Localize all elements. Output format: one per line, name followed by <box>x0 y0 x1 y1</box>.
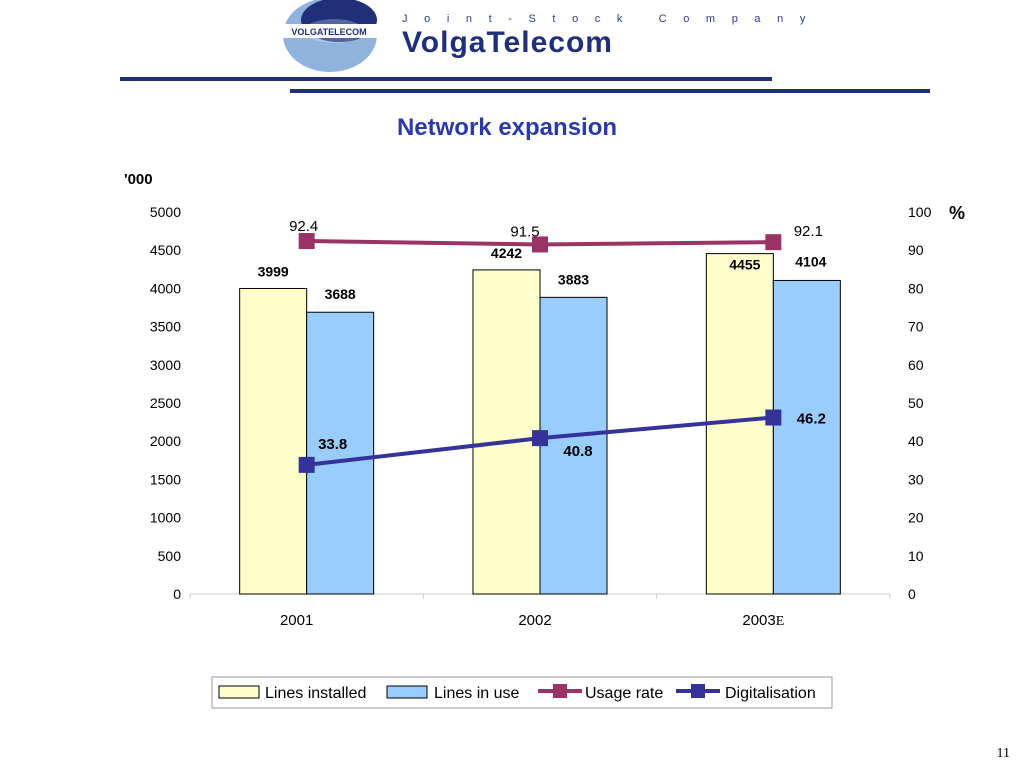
y-tick-label: 500 <box>158 548 182 564</box>
y-tick-label: 1500 <box>150 471 181 487</box>
legend-swatch-lines-in-use <box>386 685 428 699</box>
header-rule-bottom <box>290 89 930 93</box>
right-axis-unit: % <box>949 203 965 223</box>
left-axis-unit: '000 <box>124 171 153 188</box>
line-data-label: 92.4 <box>289 218 318 235</box>
legend-swatch-lines-installed <box>218 685 260 699</box>
legend-label-usage-rate: Usage rate <box>585 685 663 702</box>
y-tick-label: 4000 <box>150 280 181 296</box>
point-usage-rate <box>298 233 315 250</box>
x-tick-label: 2002 <box>518 612 551 629</box>
y2-tick-label: 30 <box>908 471 924 487</box>
bar-data-label: 3688 <box>325 286 356 302</box>
y-tick-label: 5000 <box>150 204 181 220</box>
bar-lines-in-use <box>772 279 841 595</box>
y2-tick-label: 50 <box>908 395 924 411</box>
bar-data-label: 3999 <box>258 263 289 279</box>
bar-lines-installed <box>239 287 308 595</box>
legend-label-digitalisation: Digitalisation <box>725 685 816 702</box>
y-tick-label: 1000 <box>150 510 181 526</box>
legend-marker-usage-rate <box>553 684 567 698</box>
line-data-label: 40.8 <box>563 443 592 460</box>
bar-data-label: 3883 <box>558 271 589 287</box>
bar-data-label: 4242 <box>491 245 522 261</box>
y2-tick-label: 90 <box>908 242 924 258</box>
y-tick-label: 4500 <box>150 242 181 258</box>
bar-lines-in-use <box>306 311 375 595</box>
bar-lines-installed <box>472 269 541 595</box>
slide-header: VOLGATELECOM Joint-Stock Company VolgaTe… <box>0 0 1024 100</box>
point-digitalisation <box>532 430 548 447</box>
x-tick-label: 2001 <box>280 612 313 629</box>
line-data-label: 92.1 <box>794 223 823 240</box>
legend-label-lines-in-use: Lines in use <box>434 685 519 702</box>
y-tick-label: 3500 <box>150 319 181 335</box>
bar-data-label: 4455 <box>729 257 760 273</box>
slide-number: 11 <box>996 746 1010 761</box>
y-tick-label: 2000 <box>150 433 181 449</box>
point-digitalisation <box>765 409 782 426</box>
legend-box <box>211 676 833 709</box>
y2-tick-label: 80 <box>908 280 924 296</box>
y2-tick-label: 60 <box>908 357 924 373</box>
company-subtitle: Joint-Stock Company <box>402 13 822 25</box>
header-rule-top <box>120 77 772 81</box>
slide-title: Network expansion <box>396 114 618 141</box>
bar-lines-in-use <box>539 296 608 595</box>
line-data-label: 46.2 <box>797 411 826 428</box>
y2-tick-label: 100 <box>908 204 932 220</box>
y2-tick-label: 40 <box>908 433 924 449</box>
y2-tick-label: 0 <box>908 586 916 602</box>
y2-tick-label: 70 <box>908 319 924 335</box>
legend-label-lines-installed: Lines installed <box>265 685 366 702</box>
point-digitalisation <box>298 456 315 473</box>
volgatelecom-logo: VOLGATELECOM <box>279 0 379 72</box>
y2-tick-label: 10 <box>908 548 924 564</box>
x-tick-suffix: E <box>776 614 785 629</box>
y-tick-label: 3000 <box>150 357 181 373</box>
logo-text: VOLGATELECOM <box>291 27 366 37</box>
y-tick-label: 0 <box>173 586 181 602</box>
brand-name: VolgaTelecom <box>402 26 613 59</box>
y-tick-label: 2500 <box>150 395 181 411</box>
y2-tick-label: 20 <box>908 510 924 526</box>
line-data-label: 91.5 <box>510 223 539 240</box>
point-usage-rate <box>532 236 548 253</box>
legend-marker-digitalisation <box>691 684 705 698</box>
point-usage-rate <box>765 234 782 251</box>
x-tick-label: 2003E <box>742 612 784 629</box>
line-data-label: 33.8 <box>318 436 347 453</box>
bar-data-label: 4104 <box>795 253 826 269</box>
